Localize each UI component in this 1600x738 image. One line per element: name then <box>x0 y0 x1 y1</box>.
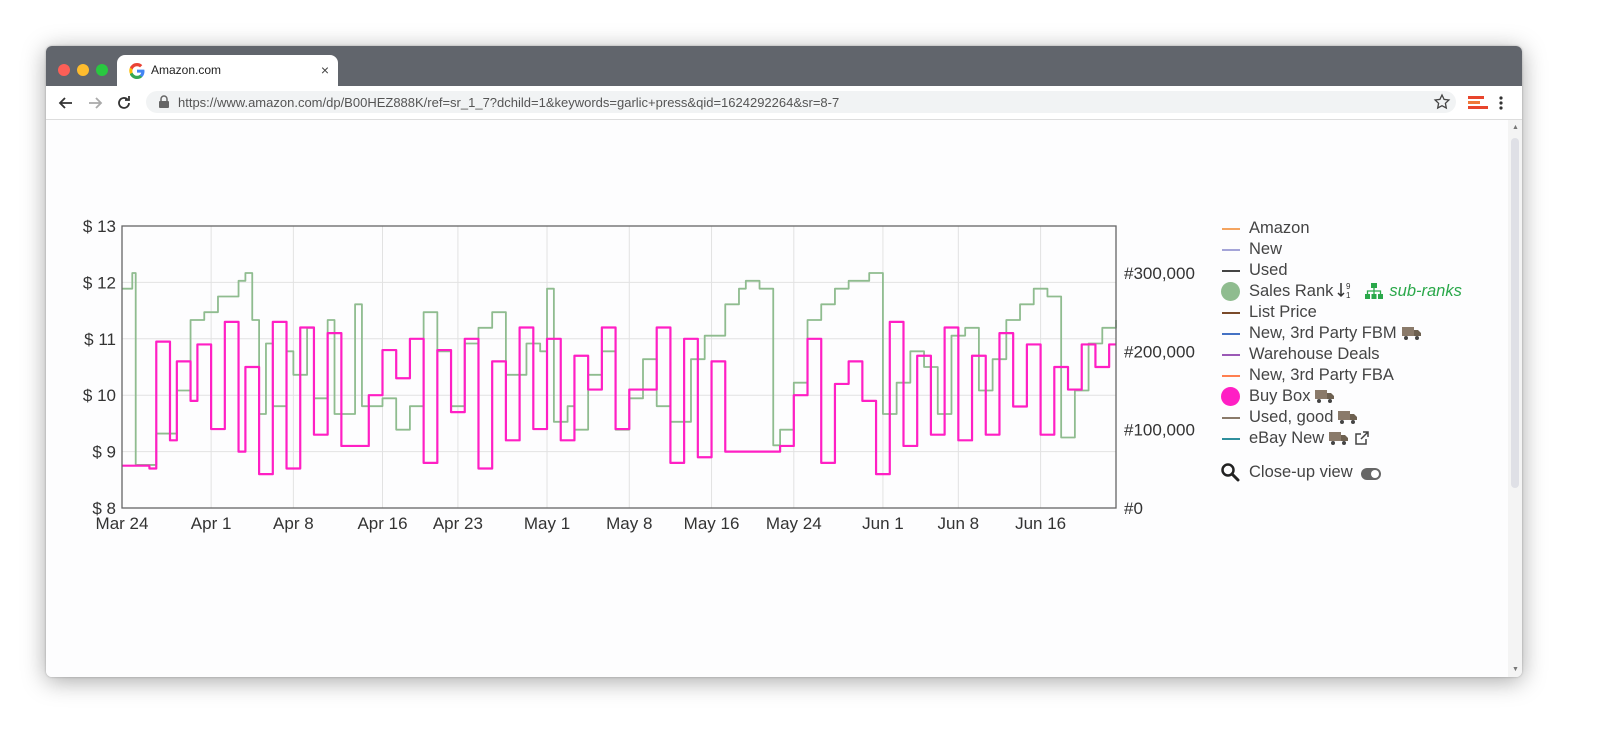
legend-label: Amazon <box>1249 219 1310 237</box>
back-arrow-icon[interactable] <box>56 93 76 113</box>
legend-label: Used <box>1249 261 1288 279</box>
scroll-down-icon[interactable]: ▼ <box>1512 666 1519 673</box>
y-left-tick-label: $ 11 <box>84 330 116 349</box>
legend-swatch <box>1221 387 1240 406</box>
x-tick-label: May 16 <box>684 514 740 533</box>
price-history-chart[interactable]: $ 8 $ 9 $ 10 $ 11 $ 12 $ 13 Mar 24 Apr 1 Apr 8 Ap… <box>46 120 1216 677</box>
legend-item-new-3rd-party-fba[interactable]: New, 3rd Party FBA <box>1220 365 1510 386</box>
x-tick-label: May 8 <box>606 514 652 533</box>
browser-menu-icon[interactable] <box>1496 94 1506 112</box>
legend-label: eBay New <box>1249 429 1325 447</box>
y-left-tick-label: $ 10 <box>83 386 116 405</box>
closeup-view-control[interactable]: Close-up view <box>1220 461 1510 483</box>
y-right-tick-label: #300,000 <box>1124 264 1195 283</box>
sub-ranks-link[interactable]: sub-ranks <box>1389 282 1462 300</box>
scroll-up-icon[interactable]: ▲ <box>1512 124 1519 131</box>
legend-item-new-3rd-party-fbm[interactable]: New, 3rd Party FBM <box>1220 323 1510 344</box>
x-tick-label: Mar 24 <box>96 514 149 533</box>
x-tick-label: Apr 23 <box>433 514 483 533</box>
svg-text:1: 1 <box>1346 291 1351 299</box>
truck-icon <box>1315 390 1335 403</box>
legend-label: Used, good <box>1249 408 1334 426</box>
legend-item-used[interactable]: Used <box>1220 260 1510 281</box>
svg-text:9: 9 <box>1346 282 1351 291</box>
keepa-extension-icon[interactable] <box>1468 94 1490 112</box>
maximize-window-button[interactable] <box>96 64 108 76</box>
legend-label: Sales Rank <box>1249 282 1334 300</box>
tab-title: Amazon.com <box>151 63 222 77</box>
legend-swatch <box>1222 333 1240 335</box>
legend-swatch <box>1221 282 1240 301</box>
y-right-tick-label: #100,000 <box>1124 421 1195 440</box>
bookmark-star-icon[interactable] <box>1432 92 1452 112</box>
x-tick-label: Jun 1 <box>862 514 904 533</box>
legend-label: Buy Box <box>1249 387 1311 405</box>
vertical-scrollbar[interactable]: ▲ ▼ <box>1508 120 1522 677</box>
legend-swatch <box>1222 270 1240 272</box>
legend-label: Warehouse Deals <box>1249 345 1380 363</box>
y-left-tick-label: $ 13 <box>83 217 116 236</box>
chart-legend: Amazon New Used Sales Rank 9 1 sub-ranks List P… <box>1220 218 1510 483</box>
browser-window: Amazon.com × https://www.amazon.com/dp/B… <box>46 46 1522 677</box>
y-right-tick-label: #200,000 <box>1124 342 1195 361</box>
google-g-icon <box>129 63 145 79</box>
minimize-window-button[interactable] <box>77 64 89 76</box>
legend-item-sales-rank[interactable]: Sales Rank 9 1 sub-ranks <box>1220 281 1510 302</box>
truck-icon <box>1338 411 1358 424</box>
sitemap-icon[interactable] <box>1365 283 1384 299</box>
external-link-icon[interactable] <box>1354 430 1370 446</box>
magnifier-icon <box>1221 463 1240 482</box>
legend-item-list-price[interactable]: List Price <box>1220 302 1510 323</box>
legend-item-buy-box[interactable]: Buy Box <box>1220 386 1510 407</box>
browser-tab[interactable]: Amazon.com × <box>117 55 338 86</box>
legend-item-ebay-new[interactable]: eBay New <box>1220 428 1510 449</box>
legend-swatch <box>1222 438 1240 440</box>
series-line-buy-box <box>122 320 1116 476</box>
browser-toolbar: https://www.amazon.com/dp/B00HEZ888K/ref… <box>46 86 1522 120</box>
title-bar: Amazon.com × <box>46 46 1522 86</box>
truck-icon <box>1401 327 1421 340</box>
tab-close-icon[interactable]: × <box>320 62 329 78</box>
legend-label: New, 3rd Party FBA <box>1249 366 1394 384</box>
y-right-tick-label: #0 <box>1124 499 1143 518</box>
x-tick-label: Apr 1 <box>191 514 232 533</box>
legend-item-new[interactable]: New <box>1220 239 1510 260</box>
legend-item-amazon[interactable]: Amazon <box>1220 218 1510 239</box>
address-bar[interactable]: https://www.amazon.com/dp/B00HEZ888K/ref… <box>146 91 1456 113</box>
x-tick-label: Apr 16 <box>357 514 407 533</box>
legend-label: New <box>1249 240 1283 258</box>
series-line-sales-rank <box>122 272 1117 466</box>
legend-item-warehouse-deals[interactable]: Warehouse Deals <box>1220 344 1510 365</box>
legend-label: New, 3rd Party FBM <box>1249 324 1397 342</box>
legend-swatch <box>1222 249 1240 251</box>
legend-swatch <box>1222 312 1240 314</box>
plot-frame <box>121 225 1117 509</box>
y-left-tick-label: $ 8 <box>92 499 116 518</box>
reload-icon[interactable] <box>114 93 134 113</box>
x-tick-label: May 1 <box>524 514 570 533</box>
y-left-tick-label: $ 12 <box>83 273 116 292</box>
close-window-button[interactable] <box>58 64 70 76</box>
legend-swatch <box>1222 417 1240 419</box>
legend-swatch <box>1222 228 1240 230</box>
x-tick-label: Jun 16 <box>1015 514 1066 533</box>
scrollbar-thumb[interactable] <box>1511 138 1519 488</box>
truck-icon <box>1329 432 1349 445</box>
forward-arrow-icon[interactable] <box>85 93 105 113</box>
x-tick-label: May 24 <box>766 514 822 533</box>
legend-swatch <box>1222 354 1240 356</box>
url-text: https://www.amazon.com/dp/B00HEZ888K/ref… <box>178 95 840 110</box>
x-tick-label: Jun 8 <box>938 514 980 533</box>
lock-icon <box>159 95 169 108</box>
closeup-toggle[interactable] <box>1360 468 1381 480</box>
legend-swatch <box>1222 375 1240 377</box>
x-tick-label: Apr 8 <box>273 514 314 533</box>
sort-numeric-icon[interactable]: 91 <box>1337 281 1355 300</box>
legend-item-used-good[interactable]: Used, good <box>1220 407 1510 428</box>
legend-label: List Price <box>1249 303 1317 321</box>
page-content: $ 8 $ 9 $ 10 $ 11 $ 12 $ 13 Mar 24 Apr 1 Apr 8 Ap… <box>46 120 1508 677</box>
closeup-label: Close-up view <box>1249 463 1353 481</box>
y-left-tick-label: $ 9 <box>92 443 116 462</box>
